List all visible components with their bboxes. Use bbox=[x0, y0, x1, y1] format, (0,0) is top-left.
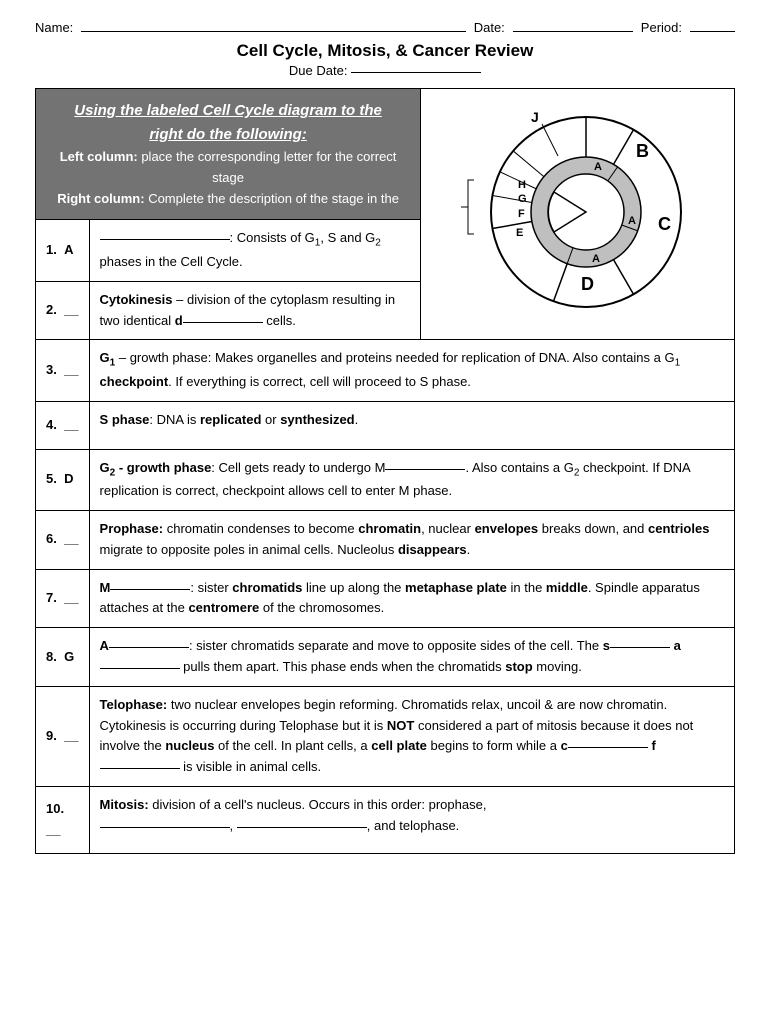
worksheet-table: Using the labeled Cell Cycle diagram to … bbox=[35, 88, 735, 854]
svg-text:C: C bbox=[658, 214, 671, 234]
period-label: Period: bbox=[641, 20, 682, 35]
row-desc: Prophase: chromatin condenses to become … bbox=[89, 510, 734, 569]
date-blank[interactable] bbox=[513, 17, 633, 32]
row-desc: : Consists of G1, S and G2 phases in the… bbox=[89, 220, 421, 281]
due-date: Due Date: bbox=[35, 63, 735, 78]
svg-text:H: H bbox=[518, 179, 526, 191]
row-desc: Telophase: two nuclear envelopes begin r… bbox=[89, 686, 734, 786]
row-num: 1. A bbox=[36, 220, 90, 281]
instructions-cell: Using the labeled Cell Cycle diagram to … bbox=[36, 89, 421, 220]
header-fields: Name: Date: Period: bbox=[35, 20, 735, 35]
period-blank[interactable] bbox=[690, 17, 735, 32]
due-blank[interactable] bbox=[351, 72, 481, 73]
row-num: 8. G bbox=[36, 628, 90, 687]
svg-text:A: A bbox=[594, 161, 602, 173]
row-desc: G1 – growth phase: Makes organelles and … bbox=[89, 340, 734, 401]
row-num: 2. __ bbox=[36, 281, 90, 340]
page-title: Cell Cycle, Mitosis, & Cancer Review bbox=[35, 41, 735, 61]
svg-text:A: A bbox=[628, 215, 636, 227]
row-num: 4. __ bbox=[36, 401, 90, 449]
row-num: 7. __ bbox=[36, 569, 90, 628]
row-num: 10. __ bbox=[36, 786, 90, 853]
cell-cycle-diagram: B C D A A A H G F E J I bbox=[458, 102, 698, 320]
name-label: Name: bbox=[35, 20, 73, 35]
row-desc: A: sister chromatids separate and move t… bbox=[89, 628, 734, 687]
row-desc: G2 - growth phase: Cell gets ready to un… bbox=[89, 449, 734, 510]
svg-text:E: E bbox=[516, 227, 523, 239]
name-blank[interactable] bbox=[81, 17, 465, 32]
svg-text:J: J bbox=[531, 109, 539, 125]
row-desc: M: sister chromatids line up along the m… bbox=[89, 569, 734, 628]
row-desc: Mitosis: division of a cell's nucleus. O… bbox=[89, 786, 734, 853]
row-num: 9. __ bbox=[36, 686, 90, 786]
row-desc: S phase: DNA is replicated or synthesize… bbox=[89, 401, 734, 449]
svg-text:F: F bbox=[518, 208, 525, 220]
svg-text:D: D bbox=[581, 274, 594, 294]
svg-text:A: A bbox=[592, 253, 600, 265]
svg-text:G: G bbox=[518, 193, 527, 205]
row-num: 3. __ bbox=[36, 340, 90, 401]
svg-text:B: B bbox=[636, 141, 649, 161]
row-desc: Cytokinesis – division of the cytoplasm … bbox=[89, 281, 421, 340]
row-num: 5. D bbox=[36, 449, 90, 510]
row-num: 6. __ bbox=[36, 510, 90, 569]
date-label: Date: bbox=[474, 20, 505, 35]
diagram-cell: B C D A A A H G F E J I bbox=[421, 89, 735, 340]
